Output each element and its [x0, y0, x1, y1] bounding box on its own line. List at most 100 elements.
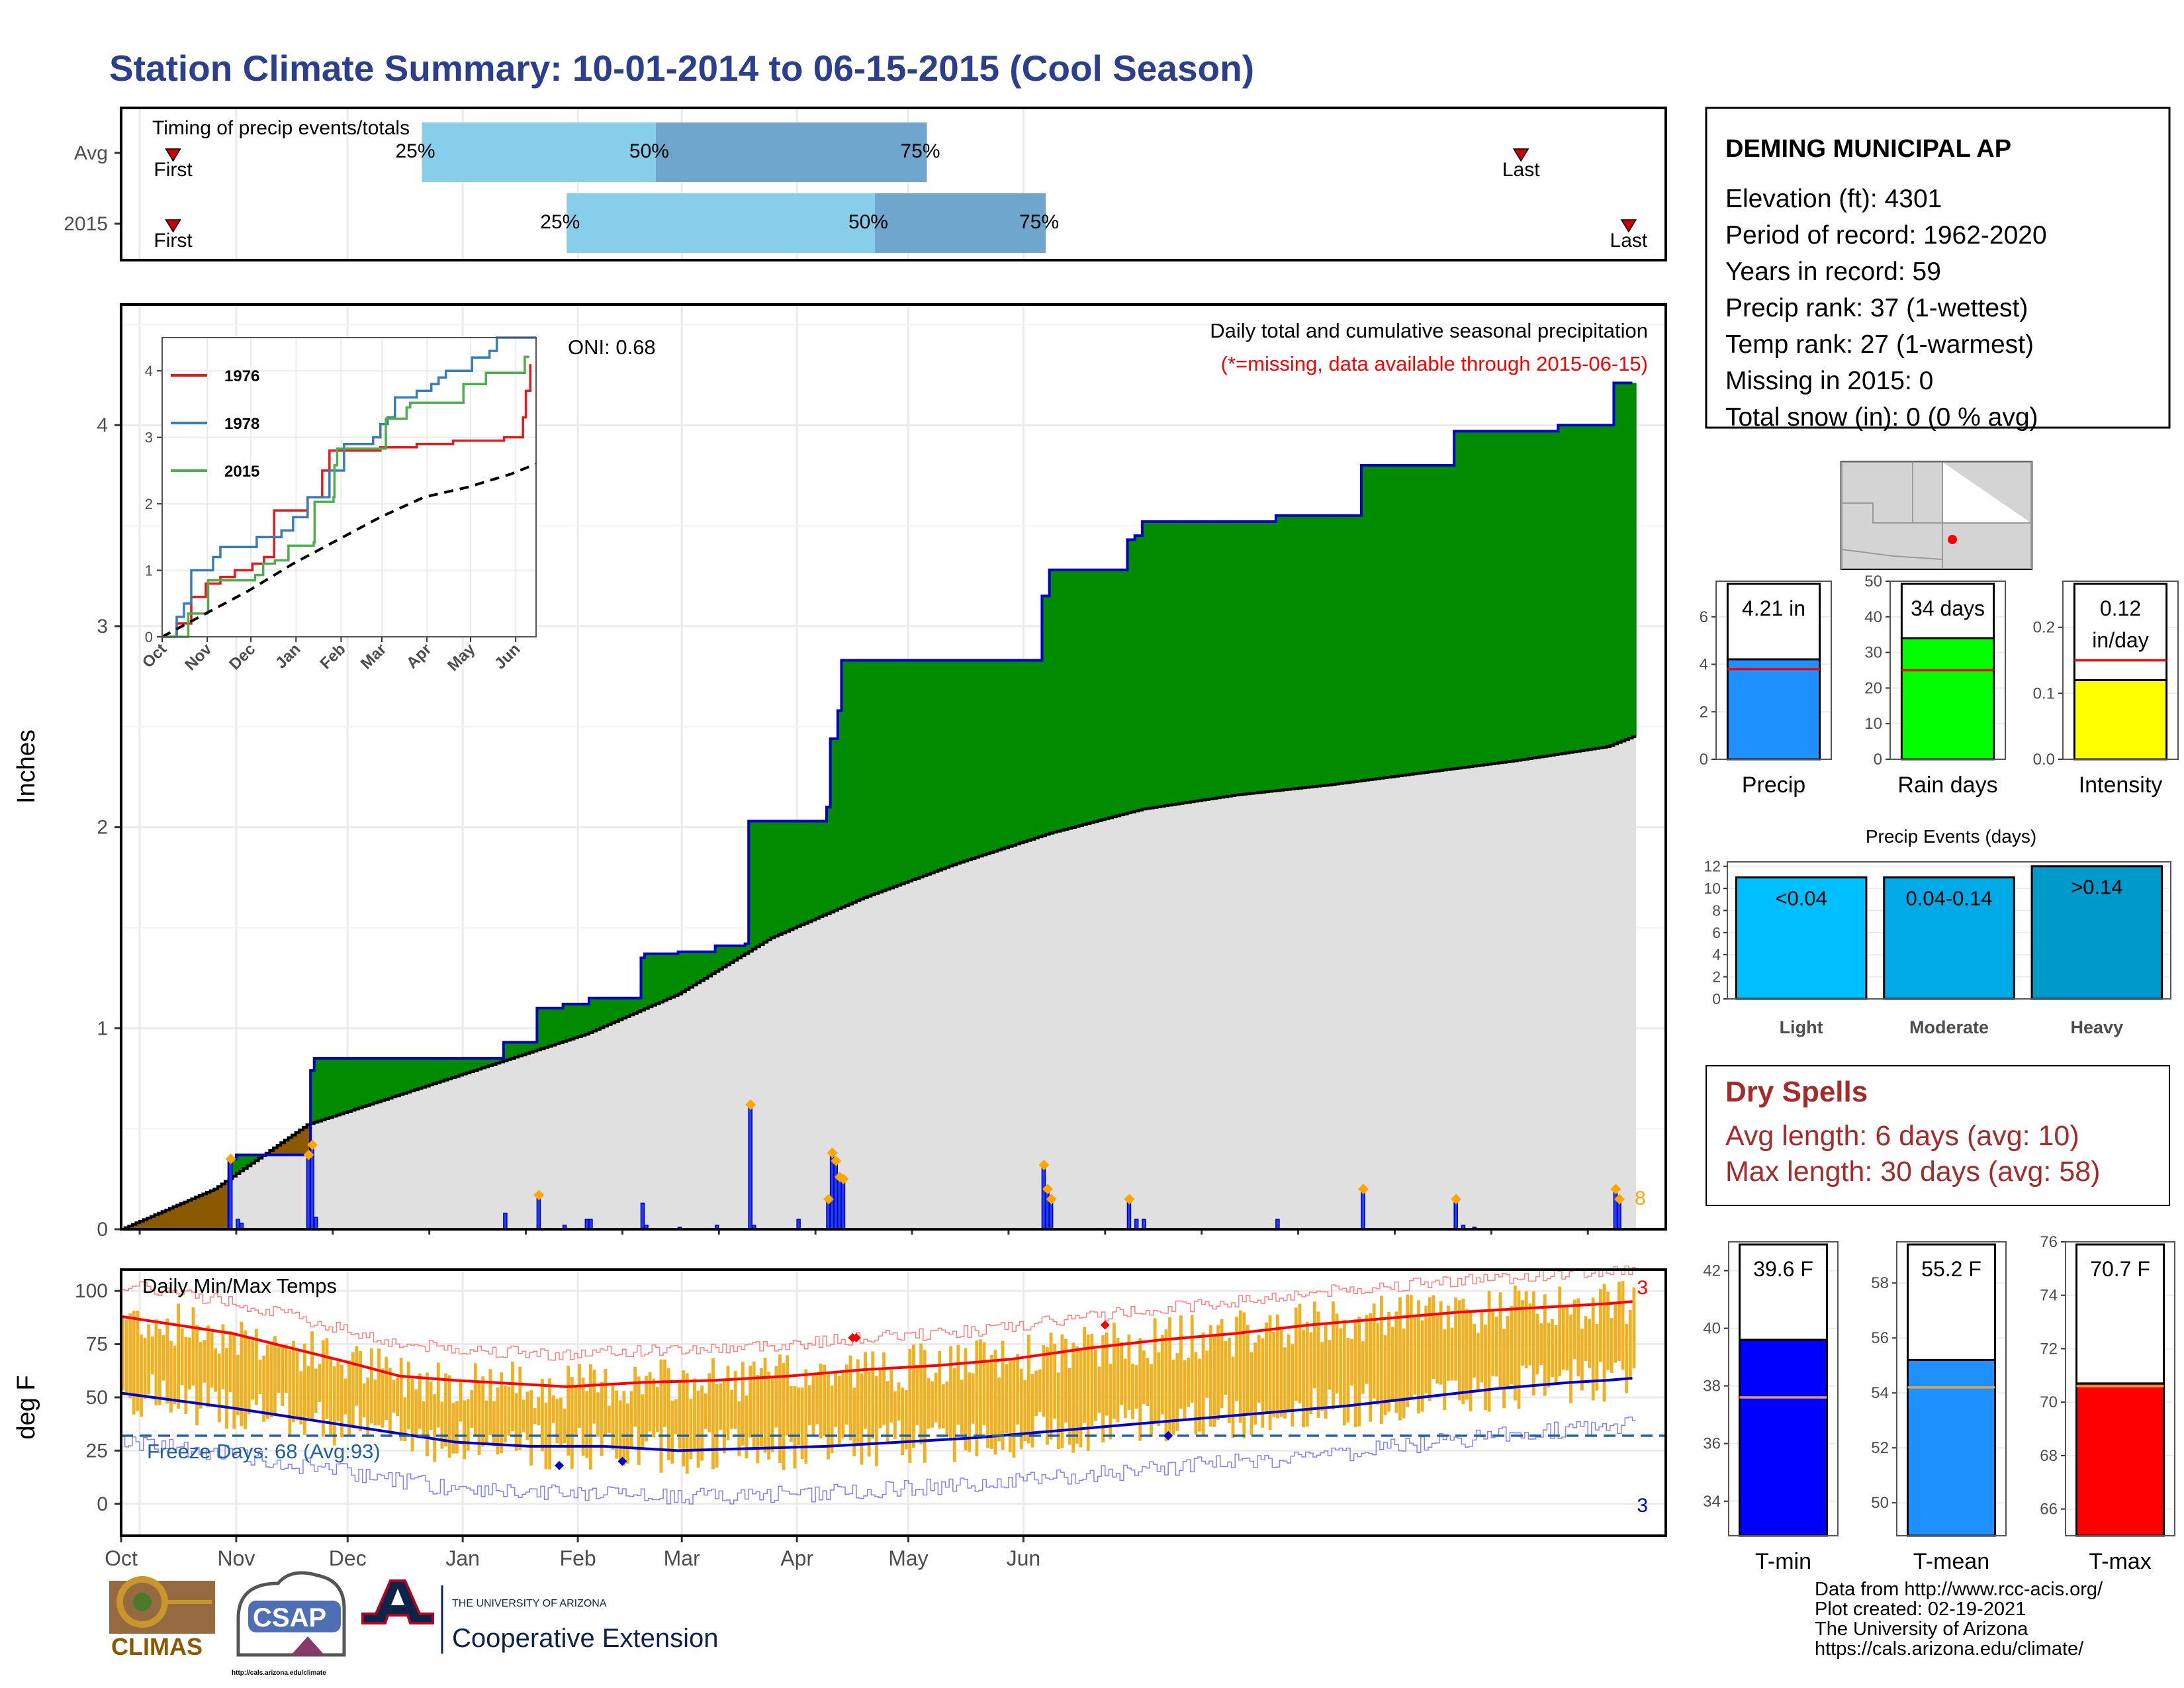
precip-surplus-area: [236, 1154, 241, 1174]
precip-surplus-area: [860, 660, 864, 900]
temp-daily-bar: [1079, 1350, 1083, 1448]
precip-daily-bar: [306, 1154, 311, 1230]
temp-daily-bar: [1198, 1358, 1201, 1432]
temp-daily-bar: [1201, 1333, 1205, 1435]
precip-deficit-area: [161, 1211, 166, 1229]
temp-daily-bar: [700, 1385, 704, 1461]
temp-daily-bar: [1584, 1316, 1588, 1362]
precip-surplus-area: [871, 660, 876, 895]
precip-surplus-area: [1246, 521, 1251, 794]
temp-daily-bar: [1439, 1301, 1443, 1385]
temp-daily-bar: [1376, 1323, 1380, 1405]
temp-daily-bar: [1150, 1364, 1153, 1438]
precip-deficit-area: [302, 1127, 308, 1155]
temp-daily-bar: [666, 1368, 670, 1461]
temp-daily-bar: [1547, 1323, 1551, 1388]
precip-surplus-area: [704, 951, 709, 978]
precip-surplus-area: [604, 998, 608, 1027]
precip-surplus-area: [570, 1004, 575, 1039]
precip-surplus-area: [325, 1058, 330, 1119]
temp-daily-bar: [1595, 1323, 1599, 1391]
precip-events-chart: Precip Events (days) <0.04 Light 0.04-0.14 M…: [1704, 826, 2171, 1037]
temp-daily-bar: [615, 1390, 619, 1459]
precip-surplus-area: [1450, 465, 1455, 769]
temp-daily-bar: [837, 1376, 841, 1444]
temp-daily-bar: [1335, 1313, 1339, 1394]
temp-daily-bar: [682, 1370, 686, 1467]
precip-surplus-area: [1168, 521, 1173, 806]
precip-surplus-area: [1320, 515, 1325, 786]
precip-surplus-area: [666, 953, 671, 999]
precip-surplus-area: [979, 660, 983, 857]
temp-daily-bar: [477, 1383, 481, 1456]
temp-x-tick-label: Jun: [1007, 1546, 1041, 1570]
precip-surplus-area: [867, 660, 872, 896]
temp-daily-bar: [867, 1371, 871, 1457]
precip-deficit-area: [214, 1189, 218, 1229]
temp-daily-bar: [756, 1374, 760, 1464]
precip-surplus-area: [1291, 515, 1295, 789]
temp-daily-bar: [1625, 1323, 1629, 1393]
temp-daily-bar: [124, 1319, 128, 1393]
precip-surplus-area: [1201, 521, 1206, 800]
precip-surplus-area: [1138, 536, 1143, 810]
precip-surplus-area: [1261, 521, 1265, 792]
precip-surplus-area: [730, 945, 735, 963]
precip-y-tick-label: 4: [97, 414, 108, 436]
precip-surplus-area: [563, 1004, 567, 1042]
precip-deficit-area: [132, 1224, 137, 1229]
precip-surplus-area: [789, 821, 794, 930]
temp-daily-bar: [507, 1386, 511, 1436]
temp-daily-bar: [670, 1400, 674, 1464]
precip-surplus-area: [745, 943, 749, 954]
precip-surplus-area: [507, 1042, 512, 1060]
precip-surplus-area: [852, 660, 857, 903]
temp-daily-bar: [518, 1366, 522, 1450]
temp-daily-bar: [336, 1361, 340, 1422]
precip-surplus-area: [1428, 465, 1433, 773]
temp-daily-bar: [396, 1377, 399, 1417]
precip-surplus-area: [986, 660, 991, 854]
precip-surplus-area: [830, 738, 835, 912]
precip-surplus-area: [254, 1154, 259, 1161]
temp-daily-bar: [1572, 1299, 1576, 1360]
precip-surplus-area: [525, 1042, 530, 1054]
temp-daily-bar: [652, 1378, 656, 1438]
summary-bar-label: 4.21 in: [1742, 596, 1805, 620]
precip-daily-bar: [1142, 1219, 1146, 1230]
summary-bar-label: 34 days: [1911, 596, 1985, 620]
summary-bar-y-tick-label: 10: [1864, 715, 1882, 733]
precip-event-marker: [1610, 1184, 1621, 1195]
temp-daily-bar: [604, 1368, 608, 1435]
temp-daily-bar: [834, 1372, 838, 1427]
summary-bar-value: [1739, 1338, 1828, 1537]
temp-daily-bar: [663, 1359, 666, 1427]
temp-daily-bar: [1283, 1347, 1287, 1419]
temp-daily-bar: [418, 1373, 422, 1429]
temp-daily-bar: [741, 1362, 745, 1446]
precip-surplus-area: [1461, 431, 1466, 768]
precip-surplus-area: [1312, 515, 1318, 787]
precip-surplus-area: [1572, 425, 1577, 752]
temp-daily-bar: [711, 1358, 715, 1470]
temp-y-tick-label: 100: [75, 1280, 108, 1302]
summary-bar-y-tick-label: 0: [1874, 751, 1882, 769]
temp-daily-bar: [979, 1339, 982, 1440]
temp-daily-bar: [830, 1385, 834, 1454]
precip-surplus-area: [314, 1058, 318, 1123]
station-period: Period of record: 1962-2020: [1725, 221, 2047, 250]
temp-daily-bar: [975, 1340, 979, 1457]
precip-surplus-area: [1454, 431, 1459, 769]
precip-surplus-area: [1602, 425, 1607, 747]
precip-y-tick-label: 2: [97, 817, 108, 839]
precip-deficit-area: [184, 1201, 189, 1229]
precip-surplus-area: [786, 821, 790, 931]
precip-surplus-area: [841, 660, 846, 908]
precip-surplus-area: [945, 660, 950, 868]
temp-daily-bar: [414, 1389, 418, 1435]
precip-surplus-area: [343, 1058, 348, 1113]
climas-logo: CLIMAS: [109, 1576, 215, 1660]
precip-surplus-area: [1272, 521, 1277, 791]
precip-surplus-area: [641, 958, 645, 1010]
precip-surplus-area: [585, 1004, 590, 1035]
